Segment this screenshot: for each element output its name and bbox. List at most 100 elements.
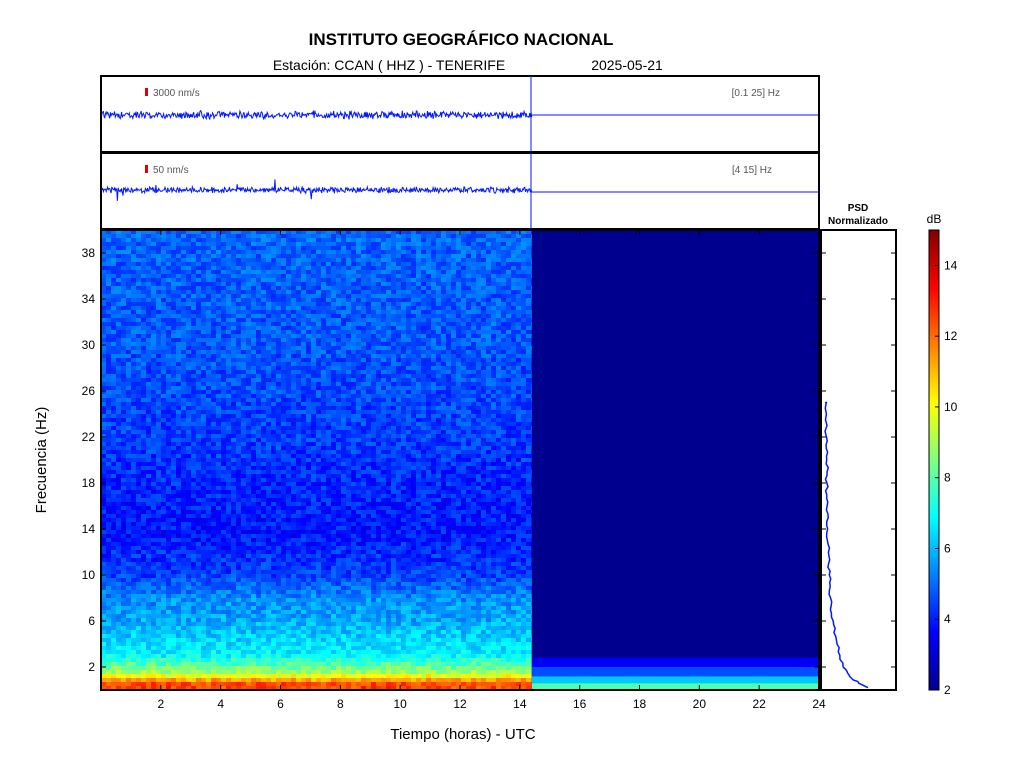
spectrogram-cell [291,366,296,370]
spectrogram-cell [516,450,521,454]
spectrogram-cell [231,438,236,442]
spectrogram-cell [291,270,296,274]
spectrogram-cell [406,230,411,234]
spectrogram-cell [461,366,466,370]
spectrogram-cell [196,438,201,442]
spectrogram-cell [111,266,116,270]
spectrogram-cell [401,422,406,426]
spectrogram-cell [161,354,166,358]
spectrogram-cell [151,310,156,314]
spectrogram-cell [446,258,451,262]
spectrogram-cell [326,342,331,346]
spectrogram-cell [106,366,111,370]
spectrogram-cell [241,366,246,370]
spectrogram-cell [246,362,251,366]
spectrogram-cell [316,318,321,322]
spectrogram-cell [141,442,146,446]
spectrogram-cell [301,234,306,238]
spectrogram-cell [466,306,471,310]
spectrogram-cell [491,310,496,314]
spectrogram-cell [371,430,376,434]
spectrogram-cell [346,290,351,294]
spectrogram-cell [346,318,351,322]
spectrogram-cell [286,402,291,406]
spectrogram-cell [251,358,256,362]
spectrogram-cell [166,438,171,442]
spectrogram-cell [266,270,271,274]
spectrogram-cell [351,254,356,258]
spectrogram-cell [231,422,236,426]
spectrogram-cell [286,426,291,430]
spectrogram-cell [351,426,356,430]
spectrogram-cell [506,402,511,406]
spectrogram-cell [511,346,516,350]
spectrogram-cell [441,322,446,326]
spectrogram-cell [261,322,266,326]
spectrogram-cell [126,322,131,326]
spectrogram-cell [211,354,216,358]
spectrogram-cell [381,342,386,346]
spectrogram-cell [321,354,326,358]
spectrogram-cell [151,262,156,266]
spectrogram-cell [391,258,396,262]
spectrogram-cell [456,442,461,446]
spectrogram-cell [501,426,506,430]
spectrogram-cell [446,354,451,358]
spectrogram-cell [496,238,501,242]
spectrogram-cell [416,274,421,278]
spectrogram-cell [176,262,181,266]
spectrogram-cell [401,438,406,442]
spectrogram-cell [101,358,106,362]
spectrogram-cell [401,402,406,406]
spectrogram-cell [406,438,411,442]
spectrogram-cell [451,266,456,270]
spectrogram-cell [201,310,206,314]
spectrogram-cell [511,334,516,338]
spectrogram-cell [476,246,481,250]
spectrogram-cell [526,286,531,290]
spectrogram-cell [331,246,336,250]
spectrogram-cell [181,338,186,342]
spectrogram-cell [446,270,451,274]
spectrogram-cell [296,354,301,358]
spectrogram-cell [151,330,156,334]
spectrogram-cell [166,238,171,242]
spectrogram-cell [486,382,491,386]
spectrogram-cell [451,322,456,326]
spectrogram-cell [131,322,136,326]
spectrogram-cell [441,386,446,390]
spectrogram-cell [131,338,136,342]
spectrogram-cell [136,282,141,286]
spectrogram-cell [526,350,531,354]
spectrogram-cell [496,342,501,346]
spectrogram-cell [326,330,331,334]
spectrogram-cell [176,258,181,262]
spectrogram-cell [476,382,481,386]
spectrogram-cell [376,338,381,342]
spectrogram-cell [116,370,121,374]
spectrogram-cell [376,246,381,250]
spectrogram-cell [161,414,166,418]
spectrogram-cell [521,334,526,338]
spectrogram-cell [366,354,371,358]
spectrogram-cell [371,302,376,306]
spectrogram-cell [406,238,411,242]
spectrogram-cell [336,390,341,394]
spectrogram-cell [316,266,321,270]
spectrogram-cell [376,374,381,378]
spectrogram-cell [286,230,291,234]
spectrogram-cell [516,298,521,302]
spectrogram-cell [296,310,301,314]
spectrogram-cell [296,382,301,386]
spectrogram-cell [491,258,496,262]
spectrogram-cell [511,258,516,262]
spectrogram-cell [451,386,456,390]
spectrogram-cell [216,378,221,382]
spectrogram-cell [401,318,406,322]
spectrogram-cell [356,398,361,402]
spectrogram-cell [201,294,206,298]
spectrogram-cell [516,454,521,458]
spectrogram-cell [416,426,421,430]
spectrogram-cell [221,322,226,326]
spectrogram-cell [211,274,216,278]
